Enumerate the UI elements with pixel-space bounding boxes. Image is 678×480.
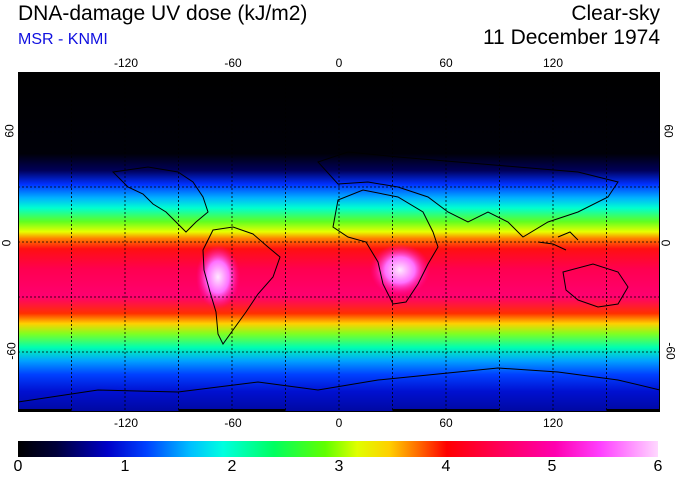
lat-label-left: 60 <box>2 124 17 138</box>
colorbar-label: 5 <box>547 458 557 475</box>
frame-top-segment <box>606 72 660 75</box>
lon-label-bottom: 0 <box>335 416 343 430</box>
frame-bottom-segment <box>178 409 286 412</box>
lon-label-bottom: -120 <box>113 416 139 430</box>
coast-north-america <box>111 166 209 233</box>
lat-label-left: 0 <box>0 239 14 247</box>
coast-south-america <box>202 226 281 345</box>
lat-label-right: 60 <box>661 124 676 138</box>
frame-bottom-segment <box>392 409 500 412</box>
map-title: DNA-damage UV dose (kJ/m2) <box>18 2 308 25</box>
sky-condition: Clear-sky <box>571 2 660 25</box>
lon-label-top: 0 <box>335 56 343 70</box>
coastlines <box>18 151 660 403</box>
frame-bottom-segment <box>606 409 660 412</box>
frame-top-segment <box>392 72 500 75</box>
uv-dose-map <box>18 72 660 412</box>
graticule <box>18 72 660 412</box>
map-frame <box>18 72 660 412</box>
coast-australia <box>562 263 629 308</box>
coast-africa <box>332 189 439 305</box>
colorbar-label: 4 <box>441 458 451 475</box>
frame-top-segment <box>18 72 72 75</box>
colorbar-label: 0 <box>13 458 23 475</box>
lon-label-top: -60 <box>224 56 242 70</box>
coast-antarctica <box>18 367 660 403</box>
colorbar <box>18 441 658 457</box>
colorbar-label: 3 <box>334 458 344 475</box>
lat-label-right: -60 <box>663 342 678 360</box>
map-date: 11 December 1974 <box>482 26 660 49</box>
coast-eurasia <box>317 151 619 238</box>
lon-label-bottom: 120 <box>542 416 564 430</box>
lon-label-top: 120 <box>542 56 564 70</box>
lat-label-right: 0 <box>658 239 673 247</box>
colorbar-label: 1 <box>120 458 130 475</box>
lon-label-top: 60 <box>439 56 453 70</box>
lon-label-bottom: 60 <box>439 416 453 430</box>
lon-label-bottom: -60 <box>224 416 242 430</box>
data-source: MSR - KNMI <box>18 31 108 48</box>
lon-label-top: -120 <box>113 56 139 70</box>
frame-bottom-segment <box>18 409 72 412</box>
colorbar-label: 2 <box>227 458 237 475</box>
frame-top-segment <box>178 72 286 75</box>
hot-spot-south-america <box>196 245 240 309</box>
hot-spot-southern-africa <box>370 244 430 296</box>
colorbar-label: 6 <box>653 458 663 475</box>
lat-label-left: -60 <box>4 342 19 360</box>
frame-outline <box>18 72 660 412</box>
